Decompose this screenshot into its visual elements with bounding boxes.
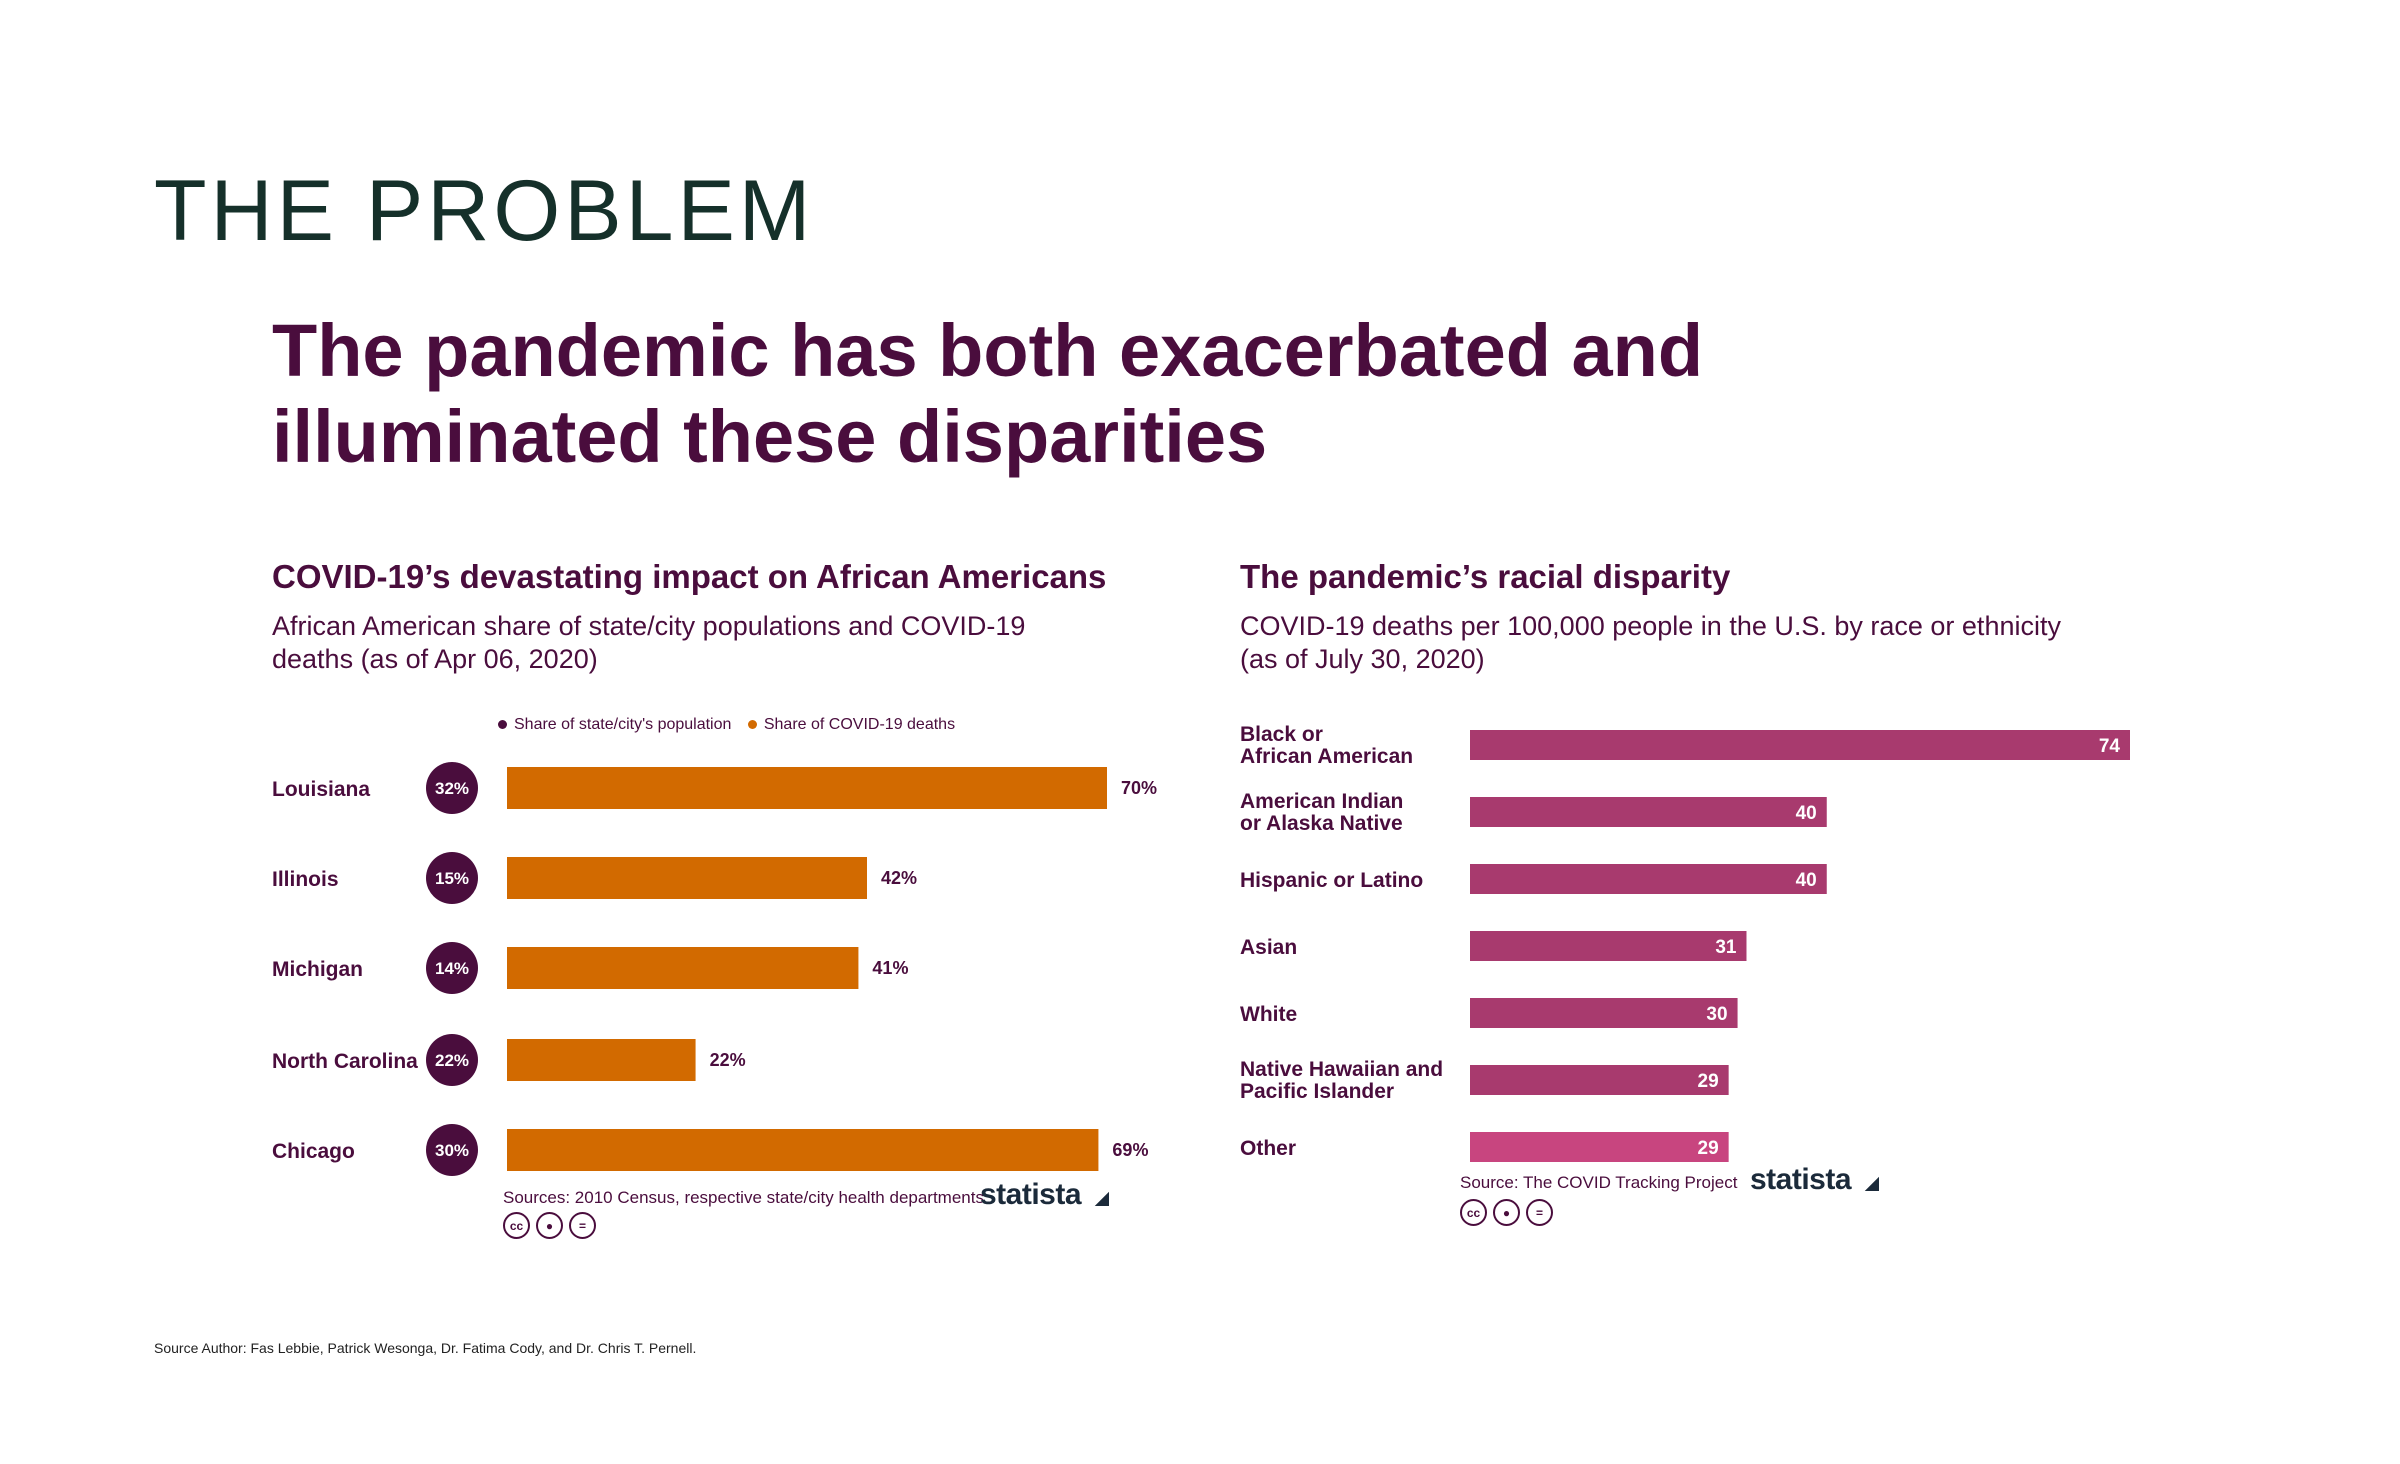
left-chart-title: COVID-19’s devastating impact on African… (272, 558, 1107, 595)
rate-bar (1470, 730, 2130, 760)
cc-icon: cc (503, 1212, 530, 1239)
deaths-bar (507, 1129, 1099, 1171)
left-chart-subtitle: African American share of state/city pop… (272, 610, 1172, 676)
right-chart-subtitle-line-1: COVID-19 deaths per 100,000 people in th… (1240, 611, 2061, 641)
rate-value-label: 29 (1698, 1138, 1719, 1159)
rate-bar (1470, 931, 1747, 961)
deaths-value-label: 69% (1112, 1140, 1148, 1160)
headline-line-1: The pandemic has both exacerbated and (272, 309, 1704, 392)
deaths-value-label: 22% (710, 1050, 746, 1070)
population-bubble (426, 942, 478, 994)
population-value-label: 32% (435, 779, 469, 798)
rate-value-label: 40 (1796, 870, 1817, 891)
population-bubble (426, 1034, 478, 1086)
category-label: Michigan (272, 958, 363, 981)
deaths-value-label: 41% (872, 958, 908, 978)
category-label: Asian (1240, 936, 1297, 959)
deaths-value-label: 42% (881, 868, 917, 888)
left-statista-wordmark: statista (980, 1178, 1082, 1211)
left-chart-plot: Louisiana 32% 70% Illinois 15% 42% Michigan 14%… (272, 762, 1157, 1176)
category-label: Hispanic or Latino (1240, 869, 1423, 892)
category-label: American Indian (1240, 790, 1403, 813)
rate-value-label: 31 (1715, 937, 1737, 958)
rate-bar (1470, 1065, 1729, 1095)
right-chart-subtitle-line-2: (as of July 30, 2020) (1240, 644, 1485, 674)
deaths-value-label: 70% (1121, 778, 1157, 798)
population-value-label: 14% (435, 959, 469, 978)
deaths-bar (507, 767, 1107, 809)
rate-value-label: 29 (1698, 1071, 1719, 1092)
rate-value-label: 74 (2099, 736, 2121, 757)
category-label: Illinois (272, 868, 339, 891)
category-label: North Carolina (272, 1050, 418, 1073)
rate-bar (1470, 998, 1738, 1028)
left-chart-subtitle-line-1: African American share of state/city pop… (272, 611, 1026, 641)
rate-bar (1470, 797, 1827, 827)
left-statista-logo: statista (980, 1178, 1110, 1212)
left-license-icons: cc ● = (503, 1212, 596, 1239)
left-chart-subtitle-line-2: deaths (as of Apr 06, 2020) (272, 644, 598, 674)
right-chart-subtitle: COVID-19 deaths per 100,000 people in th… (1240, 610, 2240, 676)
legend-label-population: Share of state/city's population (514, 716, 732, 733)
right-license-icons: cc ● = (1460, 1199, 1553, 1226)
left-chart-legend: Share of state/city's population Share o… (498, 716, 955, 734)
population-value-label: 30% (435, 1141, 469, 1160)
population-bubble (426, 852, 478, 904)
category-label: Pacific Islander (1240, 1080, 1394, 1103)
deaths-bar (507, 857, 867, 899)
legend-dot-deaths (747, 720, 757, 730)
headline: The pandemic has both exacerbated and il… (272, 308, 1772, 480)
population-bubble (426, 762, 478, 814)
cc-nd-icon: = (1526, 1199, 1553, 1226)
footer-source-author: Source Author: Fas Lebbie, Patrick Weson… (154, 1340, 697, 1356)
headline-line-2: illuminated these disparities (272, 395, 1268, 478)
category-label: Chicago (272, 1140, 355, 1163)
category-label: White (1240, 1003, 1297, 1026)
legend-label-deaths: Share of COVID-19 deaths (763, 716, 956, 733)
deaths-bar (507, 947, 859, 989)
right-statista-logo: statista (1750, 1163, 1880, 1197)
rate-bar (1470, 864, 1827, 894)
section-title: THE PROBLEM (154, 163, 815, 259)
population-bubble (426, 1124, 478, 1176)
cc-by-icon: ● (536, 1212, 563, 1239)
legend-dot-population (498, 720, 507, 730)
deaths-bar (507, 1039, 696, 1081)
rate-bar (1470, 1132, 1729, 1162)
category-label: African American (1240, 745, 1413, 768)
population-value-label: 15% (435, 869, 469, 888)
category-label: Black or (1240, 723, 1323, 746)
statista-mark-icon (1087, 1184, 1110, 1206)
cc-by-icon: ● (1493, 1199, 1520, 1226)
category-label: Louisiana (272, 778, 370, 801)
cc-icon: cc (1460, 1199, 1487, 1226)
population-value-label: 22% (435, 1051, 469, 1070)
right-chart-title: The pandemic’s racial disparity (1240, 558, 1731, 595)
category-label: Other (1240, 1137, 1296, 1160)
right-chart-source: Source: The COVID Tracking Project (1460, 1173, 1738, 1192)
rate-value-label: 40 (1796, 803, 1817, 824)
left-chart-source: Sources: 2010 Census, respective state/c… (503, 1188, 984, 1207)
category-label: Native Hawaiian and (1240, 1058, 1443, 1081)
category-label: or Alaska Native (1240, 812, 1403, 835)
right-statista-wordmark: statista (1750, 1163, 1852, 1196)
cc-nd-icon: = (569, 1212, 596, 1239)
rate-value-label: 30 (1706, 1004, 1727, 1025)
statista-mark-icon (1857, 1169, 1880, 1191)
